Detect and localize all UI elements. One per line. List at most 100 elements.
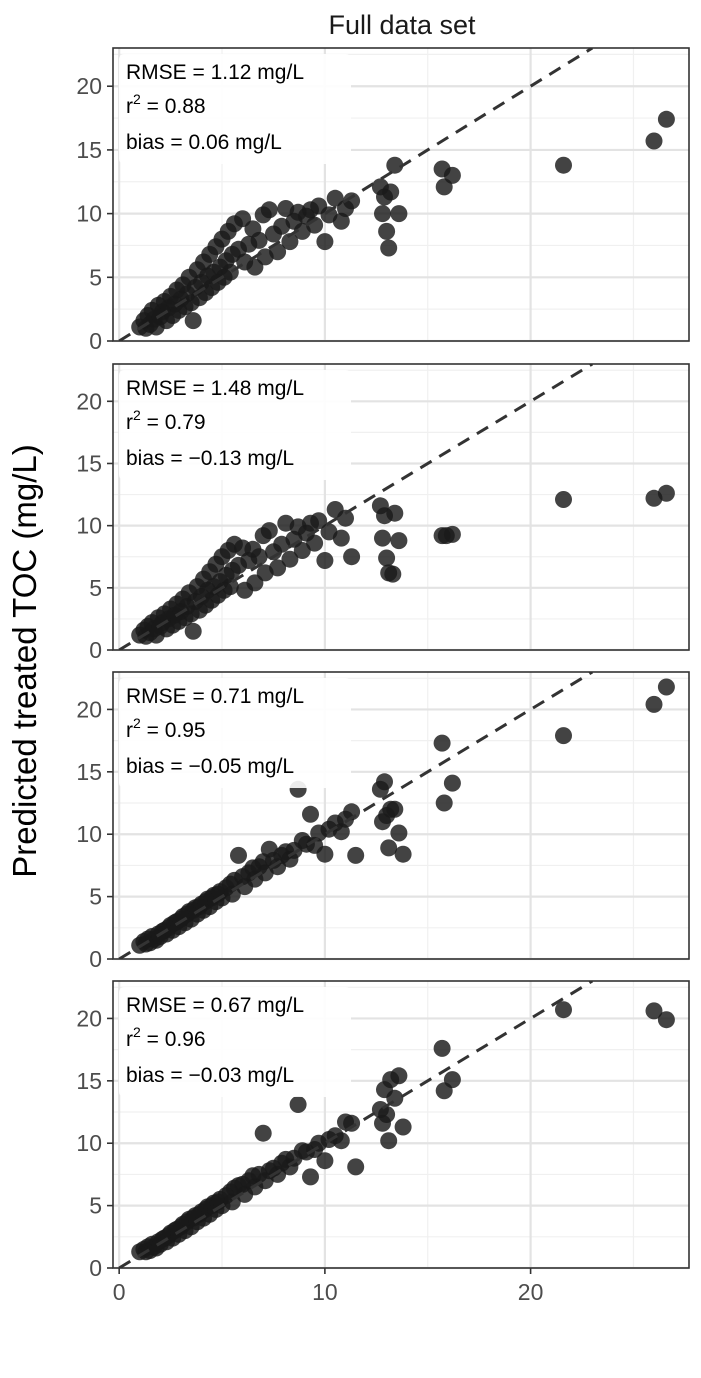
- data-point: [347, 846, 365, 864]
- data-point: [306, 534, 324, 552]
- data-point: [184, 622, 202, 640]
- y-tick-label: 0: [89, 1255, 102, 1281]
- data-point: [443, 525, 461, 543]
- stats-box: [119, 987, 351, 1097]
- data-point: [332, 1132, 350, 1150]
- chart-title: Full data set: [328, 10, 476, 40]
- y-tick-label: 10: [76, 821, 102, 847]
- panel-border: [112, 363, 690, 651]
- panel-border: [112, 47, 690, 342]
- data-point: [390, 1067, 408, 1085]
- r2-label: r2 = 0.79: [126, 407, 206, 434]
- bias-label: bias = −0.05 mg/L: [126, 755, 294, 778]
- y-tick-label: 5: [89, 264, 102, 290]
- data-point: [555, 491, 572, 508]
- data-point: [332, 529, 350, 547]
- data-point: [657, 110, 675, 128]
- r2-label: r2 = 0.88: [126, 91, 206, 118]
- data-point: [332, 212, 350, 230]
- data-point: [645, 1002, 663, 1020]
- y-tick-label: 15: [76, 1068, 102, 1094]
- data-point: [384, 565, 402, 583]
- data-point: [380, 1132, 398, 1150]
- data-point: [230, 846, 247, 864]
- panels-group: RMSE = 1.12 mg/L r2 = 0.88 bias = 0.06 mg/…: [76, 47, 690, 1281]
- panel-border: [112, 980, 690, 1269]
- x-tick-label: 10: [312, 1279, 338, 1305]
- bias-label: bias = −0.03 mg/L: [126, 1064, 294, 1087]
- data-point: [260, 522, 278, 540]
- data-point: [645, 132, 663, 150]
- data-point: [657, 678, 675, 696]
- data-point: [221, 263, 239, 281]
- panel-3: RMSE = 0.71 mg/L r2 = 0.95 bias = −0.05 mg…: [76, 671, 690, 972]
- panel-2: RMSE = 1.48 mg/L r2 = 0.79 bias = −0.13 mg…: [76, 363, 690, 663]
- panel-1: RMSE = 1.12 mg/L r2 = 0.88 bias = 0.06 mg/…: [76, 47, 690, 354]
- y-tick-label: 20: [76, 696, 102, 722]
- rmse-label: RMSE = 0.71 mg/L: [126, 685, 304, 708]
- data-point: [343, 1114, 361, 1132]
- data-point: [394, 845, 412, 863]
- data-point: [281, 233, 299, 251]
- data-point: [390, 532, 408, 550]
- data-point: [376, 773, 393, 791]
- data-point: [374, 205, 391, 223]
- r2-label: r2 = 0.96: [126, 1024, 206, 1051]
- data-point: [378, 1106, 396, 1123]
- r2-label: r2 = 0.95: [126, 715, 206, 742]
- data-point: [293, 542, 311, 559]
- data-point: [343, 192, 361, 210]
- data-point: [316, 233, 334, 251]
- data-point: [310, 512, 328, 530]
- data-point: [343, 548, 361, 566]
- data-point: [394, 1118, 412, 1136]
- reference-line: [118, 364, 594, 650]
- data-point: [337, 509, 354, 527]
- y-tick-label: 0: [89, 946, 102, 972]
- data-point: [657, 1011, 675, 1029]
- y-tick-label: 0: [89, 637, 102, 663]
- y-tick-label: 20: [76, 73, 102, 99]
- stats-box: [119, 54, 351, 164]
- data-point: [433, 1039, 451, 1057]
- data-point: [254, 1124, 272, 1142]
- data-point: [390, 205, 408, 223]
- y-tick-label: 10: [76, 513, 102, 539]
- y-tick-label: 0: [89, 328, 102, 354]
- y-tick-label: 20: [76, 1005, 102, 1031]
- panel-4: RMSE = 0.67 mg/L r2 = 0.96 bias = −0.03 mg…: [76, 980, 690, 1281]
- data-point: [378, 222, 396, 240]
- data-point: [380, 239, 398, 257]
- data-point: [223, 885, 241, 903]
- data-point: [269, 243, 287, 261]
- data-point: [316, 552, 334, 569]
- data-point: [281, 550, 299, 568]
- data-point: [250, 548, 268, 566]
- y-tick-label: 15: [76, 137, 102, 163]
- rmse-label: RMSE = 1.48 mg/L: [126, 377, 304, 400]
- x-axis: 0 10 20: [113, 1268, 544, 1305]
- data-point: [260, 201, 278, 219]
- data-point: [316, 1152, 334, 1170]
- data-point: [289, 1096, 307, 1113]
- data-point: [302, 805, 319, 823]
- data-point: [374, 529, 391, 547]
- data-point: [382, 183, 400, 201]
- data-point: [347, 1158, 365, 1176]
- y-tick-label: 5: [89, 1193, 102, 1219]
- reference-line: [118, 981, 594, 1268]
- data-point: [269, 559, 287, 577]
- data-point: [380, 839, 398, 857]
- y-tick-label: 15: [76, 759, 102, 785]
- y-axis-label: Predicted treated TOC (mg/L): [6, 444, 43, 877]
- y-tick-label: 15: [76, 450, 102, 476]
- data-point: [433, 734, 451, 752]
- data-point: [316, 845, 334, 863]
- rmse-label: RMSE = 0.67 mg/L: [126, 994, 304, 1017]
- y-tick-label: 5: [89, 575, 102, 601]
- data-point: [555, 156, 572, 174]
- x-tick-label: 20: [518, 1279, 544, 1305]
- data-point: [443, 1071, 461, 1089]
- data-point: [378, 549, 396, 567]
